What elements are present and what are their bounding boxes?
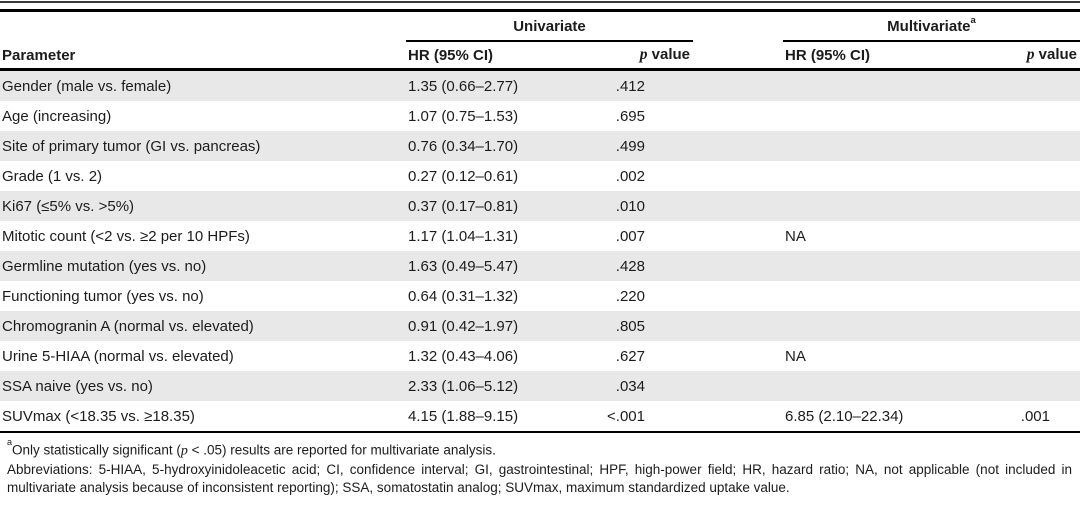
univariate-hr-cell: 1.32 (0.43–4.06) [408, 347, 519, 365]
multivariate-hr-cell: NA [785, 347, 806, 365]
multivariate-hr-cell: 6.85 (2.10–22.34) [785, 407, 904, 425]
p-rest: value [1034, 46, 1077, 63]
parameter-cell: SSA naive (yes vs. no) [2, 377, 153, 395]
column-header-multivariate-hr: HR (95% CI) [785, 47, 871, 64]
column-header-univariate-p: p value [585, 46, 693, 68]
table-body: Gender (male vs. female) 1.35 (0.66–2.77)… [0, 71, 1080, 431]
column-header-parameter: Parameter [2, 47, 76, 64]
univariate-p-cell: .428 [615, 257, 645, 275]
column-group-row: Univariate Multivariate a [0, 12, 1080, 42]
p-italic: p [639, 46, 648, 63]
footnote-a-text-before: Only statistically significant ( [12, 442, 181, 458]
table-row: Ki67 (≤5% vs. >5%) 0.37 (0.17–0.81) .010 [0, 191, 1080, 221]
parameter-cell: Age (increasing) [2, 107, 112, 125]
univariate-hr-cell: 0.37 (0.17–0.81) [408, 197, 519, 215]
footnote-a-italic-p: p [180, 443, 188, 459]
univariate-hr-cell: 2.33 (1.06–5.12) [408, 377, 519, 395]
univariate-hr-cell: 0.76 (0.34–1.70) [408, 137, 519, 155]
univariate-group-label: Univariate [513, 17, 586, 35]
table-row: Site of primary tumor (GI vs. pancreas) 0… [0, 131, 1080, 161]
univariate-p-cell: .695 [615, 107, 645, 125]
p-rest: value [647, 46, 690, 63]
table-row: SUVmax (<18.35 vs. ≥18.35) 4.15 (1.88–9.1… [0, 401, 1080, 431]
univariate-p-cell: .805 [615, 317, 645, 335]
column-header-row: Parameter HR (95% CI) p value HR (95% CI… [0, 42, 1080, 71]
parameter-cell: Functioning tumor (yes vs. no) [2, 287, 204, 305]
p-italic: p [1026, 46, 1035, 63]
column-header-multivariate-p: p value [962, 46, 1080, 68]
parameter-cell: Chromogranin A (normal vs. elevated) [2, 317, 254, 335]
univariate-p-cell: .034 [615, 377, 645, 395]
top-hairline-rule [0, 1, 1080, 3]
parameter-cell: Ki67 (≤5% vs. >5%) [2, 197, 135, 215]
parameter-cell: Mitotic count (<2 vs. ≥2 per 10 HPFs) [2, 227, 250, 245]
table-row: SSA naive (yes vs. no) 2.33 (1.06–5.12) .0… [0, 371, 1080, 401]
table-bottom-rule [0, 431, 1080, 433]
multivariate-hr-cell: NA [785, 227, 806, 245]
univariate-hr-cell: 0.91 (0.42–1.97) [408, 317, 519, 335]
univariate-hr-cell: 0.27 (0.12–0.61) [408, 167, 519, 185]
univariate-hr-cell: 1.35 (0.66–2.77) [408, 77, 519, 95]
multivariate-group-header: Multivariate a [783, 12, 1080, 42]
footnote-significance: aOnly statistically significant (p < .05… [7, 437, 1072, 461]
univariate-hr-cell: 4.15 (1.88–9.15) [408, 407, 519, 425]
parameter-cell: Grade (1 vs. 2) [2, 167, 103, 185]
table-top-rule [0, 9, 1080, 12]
univariate-hr-cell: 0.64 (0.31–1.32) [408, 287, 519, 305]
univariate-group-header: Univariate [406, 12, 693, 42]
univariate-p-cell: .220 [615, 287, 645, 305]
footnote-a-text-after: < .05) results are reported for multivar… [187, 442, 496, 458]
univariate-p-cell: .007 [615, 227, 645, 245]
table-row: Mitotic count (<2 vs. ≥2 per 10 HPFs) 1.1… [0, 221, 1080, 251]
parameter-cell: Gender (male vs. female) [2, 77, 172, 95]
footnotes: aOnly statistically significant (p < .05… [0, 433, 1080, 498]
univariate-p-cell: .002 [615, 167, 645, 185]
univariate-p-cell: .412 [615, 77, 645, 95]
univariate-hr-cell: 1.63 (0.49–5.47) [408, 257, 519, 275]
table-row: Germline mutation (yes vs. no) 1.63 (0.49… [0, 251, 1080, 281]
univariate-hr-cell: 1.17 (1.04–1.31) [408, 227, 519, 245]
footnote-abbreviations: Abbreviations: 5-HIAA, 5-hydroxyinidolea… [7, 461, 1072, 496]
multivariate-p-cell: .001 [1020, 407, 1050, 425]
parameter-cell: Site of primary tumor (GI vs. pancreas) [2, 137, 261, 155]
univariate-hr-cell: 1.07 (0.75–1.53) [408, 107, 519, 125]
table-row: Gender (male vs. female) 1.35 (0.66–2.77)… [0, 71, 1080, 101]
table-row: Chromogranin A (normal vs. elevated) 0.91… [0, 311, 1080, 341]
footnote-a-marker: a [7, 437, 13, 447]
parameter-cell: Urine 5-HIAA (normal vs. elevated) [2, 347, 234, 365]
parameter-cell: Germline mutation (yes vs. no) [2, 257, 207, 275]
table-row: Urine 5-HIAA (normal vs. elevated) 1.32 (… [0, 341, 1080, 371]
univariate-p-cell: .010 [615, 197, 645, 215]
multivariate-group-label: Multivariate [887, 17, 971, 35]
table-row: Age (increasing) 1.07 (0.75–1.53) .695 [0, 101, 1080, 131]
table-row: Functioning tumor (yes vs. no) 0.64 (0.31… [0, 281, 1080, 311]
univariate-p-cell: .627 [615, 347, 645, 365]
univariate-p-cell: <.001 [607, 407, 645, 425]
header-gap-cell [693, 64, 783, 68]
table-row: Grade (1 vs. 2) 0.27 (0.12–0.61) .002 [0, 161, 1080, 191]
parameter-cell: SUVmax (<18.35 vs. ≥18.35) [2, 407, 195, 425]
univariate-p-cell: .499 [615, 137, 645, 155]
column-header-univariate-hr: HR (95% CI) [408, 47, 494, 64]
